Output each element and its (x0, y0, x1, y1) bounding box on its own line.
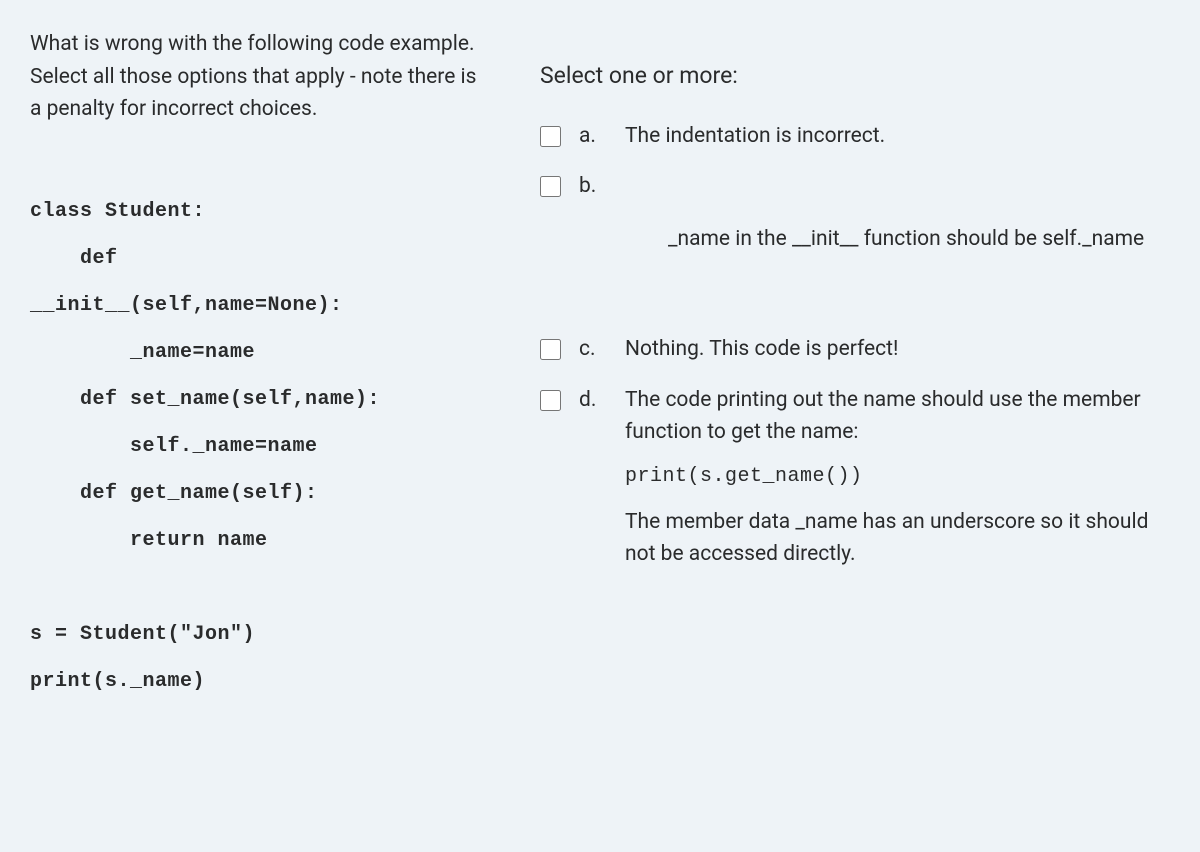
checkbox-a[interactable] (540, 126, 561, 147)
option-c-letter: c. (579, 333, 607, 366)
code-line-10: print(s._name) (30, 670, 205, 693)
checkbox-b[interactable] (540, 176, 561, 197)
option-a-text: The indentation is incorrect. (625, 120, 1170, 153)
answer-prompt: Select one or more: (540, 58, 1170, 94)
option-d-code: print(s.get_name()) (625, 461, 1170, 492)
code-line-7: return name (30, 529, 268, 552)
option-b-detail: _name in the __init__ function should be… (540, 223, 1170, 256)
option-c-body: Nothing. This code is perfect! (625, 333, 1170, 366)
option-b-letter: b. (579, 170, 607, 203)
option-b-text: _name in the __init__ function should be… (668, 223, 1170, 256)
checkbox-c[interactable] (540, 339, 561, 360)
question-layout: What is wrong with the following code ex… (30, 28, 1170, 832)
option-b: b. (540, 170, 1170, 203)
option-a-body: The indentation is incorrect. (625, 120, 1170, 153)
left-column: What is wrong with the following code ex… (30, 28, 480, 832)
code-line-2: __init__(self,name=None): (30, 294, 343, 317)
code-line-3: _name=name (30, 341, 255, 364)
code-line-5: self._name=name (30, 435, 318, 458)
code-line-0: class Student: (30, 200, 205, 223)
option-d-para1: The code printing out the name should us… (625, 384, 1170, 449)
option-c: c. Nothing. This code is perfect! (540, 333, 1170, 366)
stem-text: What is wrong with the following code ex… (30, 28, 480, 126)
code-block: class Student: def __init__(self,name=No… (30, 188, 480, 705)
code-line-9: s = Student("Jon") (30, 623, 255, 646)
option-d-para2: The member data _name has an underscore … (625, 506, 1170, 571)
option-a-letter: a. (579, 120, 607, 153)
option-d: d. The code printing out the name should… (540, 384, 1170, 571)
code-line-6: def get_name(self): (30, 482, 318, 505)
checkbox-d[interactable] (540, 390, 561, 411)
option-c-text: Nothing. This code is perfect! (625, 333, 1170, 366)
code-line-1: def (30, 247, 118, 270)
option-d-letter: d. (579, 384, 607, 417)
question-stem: What is wrong with the following code ex… (30, 28, 480, 126)
right-column: Select one or more: a. The indentation i… (540, 28, 1170, 832)
code-line-4: def set_name(self,name): (30, 388, 380, 411)
option-a: a. The indentation is incorrect. (540, 120, 1170, 153)
option-d-body: The code printing out the name should us… (625, 384, 1170, 571)
